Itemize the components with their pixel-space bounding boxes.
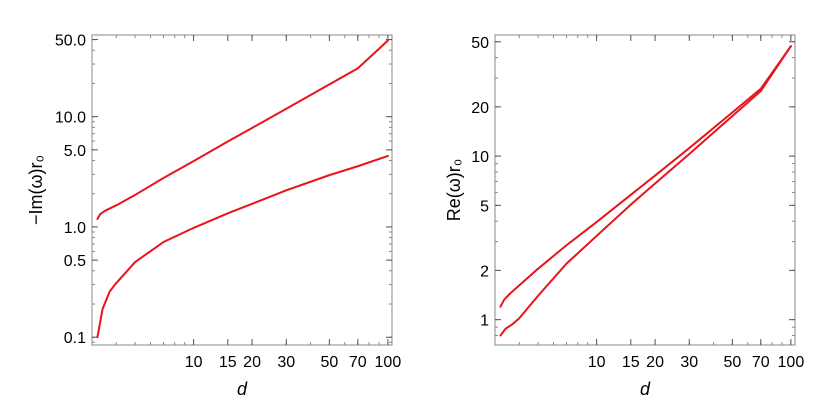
right-x-tick-label: 10: [588, 354, 606, 371]
left-x-tick-label: 10: [185, 354, 203, 371]
left-x-tick-label: 20: [243, 354, 261, 371]
left-x-minor-ticks: [91, 35, 389, 345]
left-plot-frame: [91, 34, 393, 346]
right-x-tick-label: 20: [646, 354, 664, 371]
left-y-axis-label: −Im(ω)r₀: [26, 155, 46, 225]
right-series-line-2: [499, 45, 792, 337]
left-x-axis-label: d: [237, 379, 248, 399]
right-x-tick-label: 30: [680, 354, 698, 371]
left-y-tick-label: 1.0: [64, 220, 86, 237]
right-plot-frame: [494, 34, 796, 346]
left-y-minor-ticks: [92, 39, 392, 343]
left-y-tick-label: 5.0: [64, 143, 86, 160]
left-x-tick-label: 70: [349, 354, 367, 371]
right-y-tick-label: 50: [471, 35, 489, 52]
right-x-tick-label: 100: [778, 354, 805, 371]
right-y-axis-label: Re(ω)r₀: [444, 159, 464, 222]
right-y-tick-label: 5: [480, 198, 489, 215]
left-y-tick-label: 10.0: [55, 110, 86, 127]
right-y-tick-label: 10: [471, 149, 489, 166]
left-panel: 0.1 0.5 1.0 5.0 10.0 50.0 10 15 20 30 50 70 100 d −…: [26, 33, 401, 399]
right-series-line-1: [499, 45, 792, 308]
right-y-ticks: 1 2 5 10 20 50: [471, 35, 795, 330]
right-y-tick-label: 1: [480, 313, 489, 330]
right-x-tick-label: 15: [622, 354, 640, 371]
left-y-tick-label: 0.5: [64, 253, 86, 270]
right-x-minor-ticks: [494, 35, 792, 345]
right-x-ticks: 10 15 20 30 50 70 100: [588, 35, 805, 371]
left-y-tick-label: 50.0: [55, 33, 86, 50]
right-x-tick-label: 70: [752, 354, 770, 371]
left-y-tick-label: 0.1: [64, 330, 86, 347]
right-panel: 1 2 5 10 20 50 10 15 20 30 50 70 100 d Re(ω)r₀: [444, 34, 805, 399]
left-x-tick-label: 100: [375, 354, 402, 371]
left-series-line-2: [96, 154, 389, 339]
left-series-group: [96, 39, 389, 339]
left-x-ticks: 10 15 20 30 50 70 100: [185, 35, 402, 371]
right-x-axis-label: d: [640, 379, 651, 399]
left-series-line-1: [96, 39, 389, 221]
right-x-tick-label: 50: [723, 354, 741, 371]
right-series-group: [499, 45, 792, 337]
right-y-tick-label: 2: [480, 263, 489, 280]
left-x-tick-label: 30: [277, 354, 295, 371]
left-y-ticks: 0.1 0.5 1.0 5.0 10.0 50.0: [55, 33, 392, 347]
left-x-tick-label: 15: [219, 354, 237, 371]
left-x-tick-label: 50: [320, 354, 338, 371]
right-y-tick-label: 20: [471, 100, 489, 117]
